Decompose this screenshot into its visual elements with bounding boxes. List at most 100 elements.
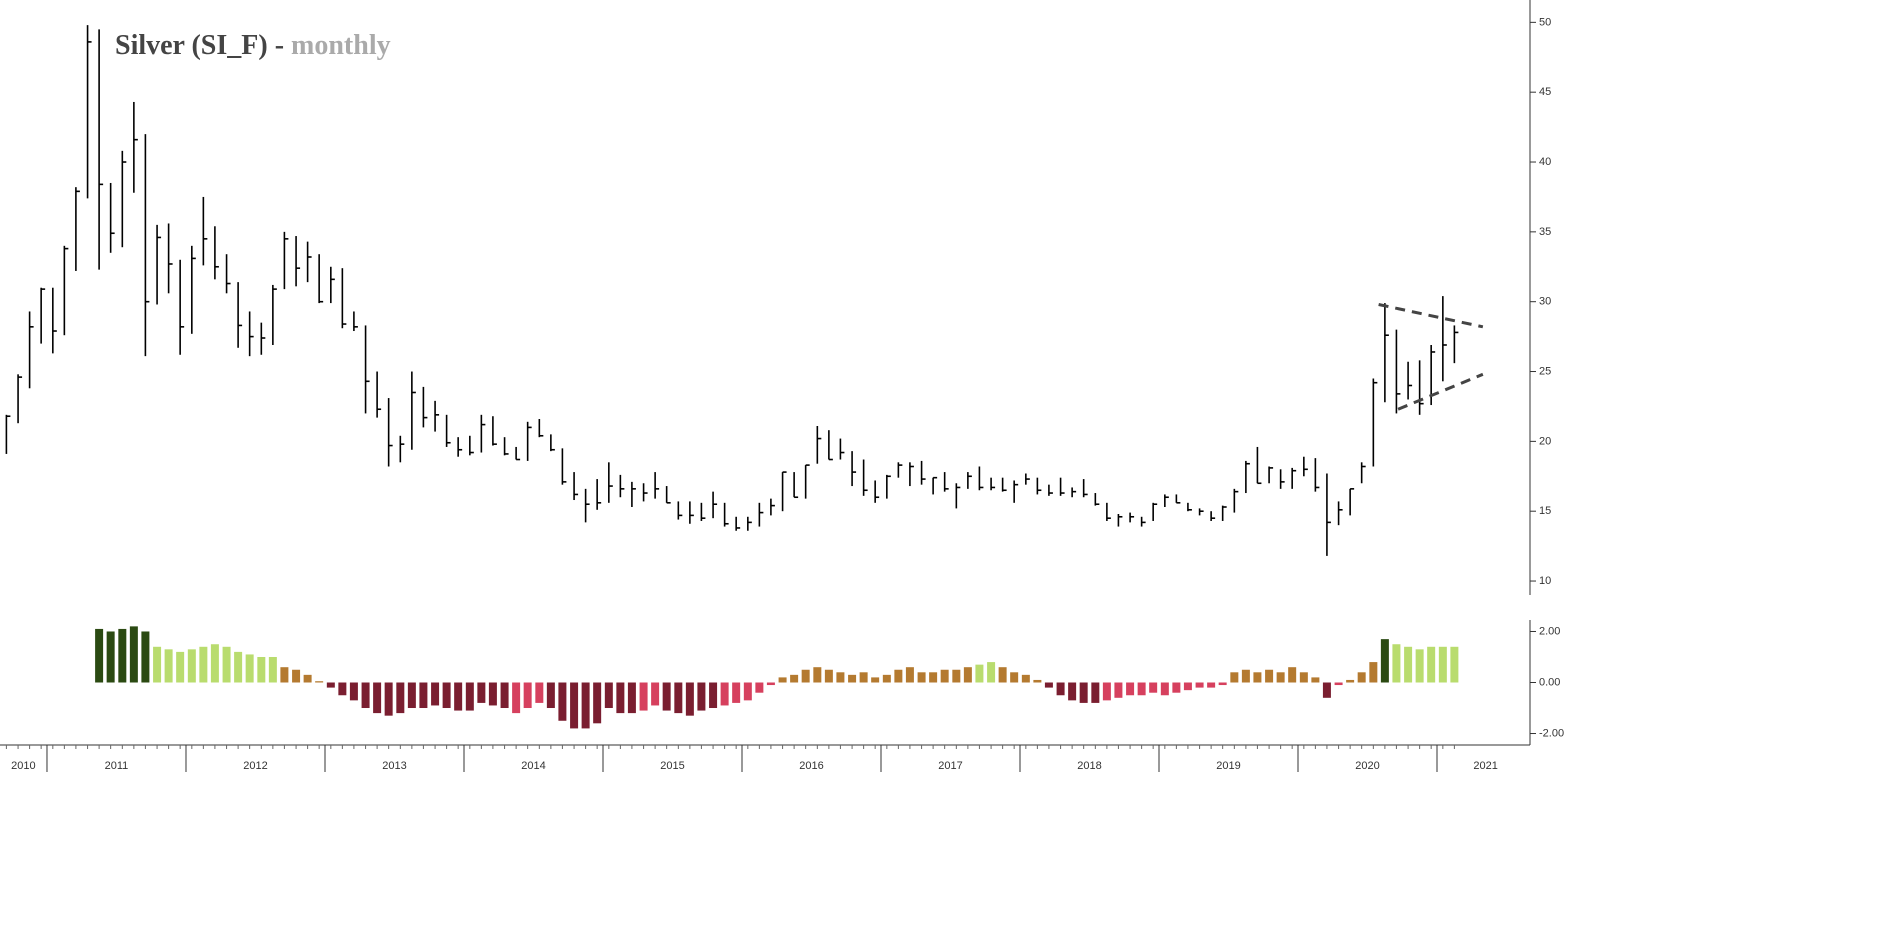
- indicator-bar: [743, 682, 752, 701]
- title: Silver (SI_F) -: [115, 30, 284, 61]
- indicator-bar: [1369, 662, 1378, 683]
- indicator-bar: [1033, 679, 1042, 683]
- indicator-bar: [118, 628, 127, 683]
- y-tick-label: 50: [1539, 16, 1551, 28]
- indicator-bar: [1299, 672, 1308, 683]
- indicator-bar: [662, 682, 671, 711]
- indicator-bar: [674, 682, 683, 714]
- indicator-bar: [234, 651, 243, 683]
- y-tick-label: 40: [1539, 156, 1551, 168]
- indicator-bar: [813, 667, 822, 683]
- indicator-bar: [987, 662, 996, 683]
- indicator-bar: [280, 667, 289, 683]
- x-tick-label: 2015: [660, 760, 684, 772]
- indicator-bar: [1102, 682, 1111, 701]
- indicator-bar: [106, 631, 115, 683]
- x-tick-label: 2012: [243, 760, 267, 772]
- indicator-bar: [917, 672, 926, 683]
- indicator-bar: [129, 626, 138, 683]
- indicator-bar: [963, 667, 972, 683]
- indicator-bar: [477, 682, 486, 703]
- indicator-bar: [141, 631, 150, 683]
- x-tick-label: 2020: [1355, 760, 1379, 772]
- indicator-bar: [1241, 669, 1250, 683]
- indicator-bar: [1288, 667, 1297, 683]
- indicator-bar: [187, 649, 196, 683]
- indicator-bar: [1230, 672, 1239, 683]
- indicator-bar: [1334, 682, 1343, 686]
- indicator-bar: [1218, 682, 1227, 686]
- indicator-bar: [1253, 672, 1262, 683]
- indicator-bar: [651, 682, 660, 706]
- x-tick-label: 2017: [938, 760, 962, 772]
- y-tick-label: 15: [1539, 505, 1551, 517]
- indicator-bar: [1091, 682, 1100, 703]
- y-tick-label: 20: [1539, 435, 1551, 447]
- indicator-bar: [454, 682, 463, 711]
- indicator-bar: [1450, 646, 1459, 683]
- trendline: [1397, 372, 1484, 411]
- indicator-bar: [442, 682, 451, 709]
- indicator-bar: [882, 674, 891, 683]
- indicator-bar: [1346, 679, 1355, 683]
- indicator-bar: [905, 667, 914, 683]
- x-tick-label: 2014: [521, 760, 545, 772]
- indicator-bar: [1392, 644, 1401, 683]
- y-tick-label: 10: [1539, 575, 1551, 587]
- indicator-bar: [709, 682, 718, 709]
- indicator-bar: [222, 646, 231, 683]
- indicator-bar: [465, 682, 474, 711]
- indicator-bar: [801, 669, 810, 683]
- indicator-bar: [245, 654, 254, 683]
- x-tick-label: 2021: [1473, 760, 1497, 772]
- indicator-bar: [1357, 672, 1366, 683]
- subtitle: monthly: [291, 30, 391, 61]
- y-tick-label: 25: [1539, 365, 1551, 377]
- indicator-bar: [616, 682, 625, 714]
- indicator-bar: [824, 669, 833, 683]
- indicator-bar: [766, 682, 775, 686]
- indicator-bar: [1427, 646, 1436, 683]
- indicator-bar: [349, 682, 358, 701]
- indicator-bar: [1021, 674, 1030, 683]
- indicator-bar: [292, 669, 301, 683]
- indicator-bar: [1114, 682, 1123, 698]
- trendline: [1378, 303, 1484, 329]
- indicator-bar: [1195, 682, 1204, 688]
- indicator-bar: [604, 682, 613, 709]
- y-tick-label: 45: [1539, 86, 1551, 98]
- indicator-bar: [1438, 646, 1447, 683]
- indicator-bar: [1207, 682, 1216, 688]
- indicator-bar: [1322, 682, 1331, 698]
- indicator-bar: [1137, 682, 1146, 696]
- indicator-bar: [373, 682, 382, 714]
- indicator-bar: [419, 682, 428, 709]
- indicator-bar: [431, 682, 440, 706]
- indicator-bar: [396, 682, 405, 714]
- indicator-bar: [488, 682, 497, 706]
- indicator-bar: [836, 672, 845, 683]
- y-tick-label: 35: [1539, 226, 1551, 238]
- indicator-bar: [1068, 682, 1077, 701]
- chart-title: Silver (SI_F) - monthly: [115, 30, 391, 61]
- indicator-bar: [558, 682, 567, 721]
- indicator-bar: [164, 649, 173, 683]
- indicator-bar: [1311, 677, 1320, 683]
- indicator-bar: [975, 664, 984, 683]
- indicator-bar: [1415, 649, 1424, 683]
- indicator-bar: [952, 669, 961, 683]
- x-tick-label: 2018: [1077, 760, 1101, 772]
- indicator-bar: [153, 646, 162, 683]
- indicator-bar: [268, 656, 277, 683]
- indicator-bar: [257, 656, 266, 683]
- indicator-bar: [1126, 682, 1135, 696]
- indicator-bar: [940, 669, 949, 683]
- indicator-bar: [1044, 682, 1053, 688]
- indicator-bar: [1172, 682, 1181, 693]
- indicator-bar: [176, 651, 185, 683]
- indicator-bar: [338, 682, 347, 696]
- indicator-bar: [95, 628, 104, 683]
- indicator-bar: [1010, 672, 1019, 683]
- indicator-bar: [720, 682, 729, 706]
